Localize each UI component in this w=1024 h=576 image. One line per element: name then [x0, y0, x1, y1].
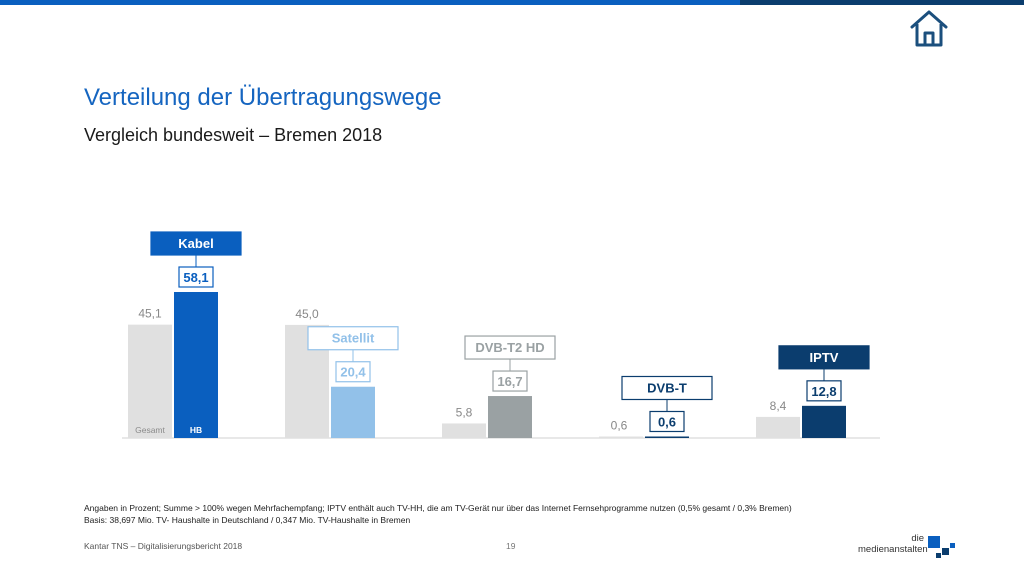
- brand-line-1: die: [911, 533, 924, 544]
- data-label-hb-3: 0,6: [658, 414, 676, 429]
- category-label-3: DVB-T: [647, 380, 687, 395]
- category-label-4: IPTV: [810, 350, 839, 365]
- data-label-gesamt-2: 5,8: [456, 405, 473, 419]
- data-label-hb-2: 16,7: [497, 374, 522, 389]
- medienanstalten-logo: [928, 536, 956, 560]
- top-accent-bar: [0, 0, 740, 5]
- data-label-gesamt-1: 45,0: [295, 307, 319, 321]
- top-accent-bar-dark: [740, 0, 1024, 5]
- page-subtitle: Vergleich bundesweit – Bremen 2018: [84, 125, 383, 145]
- category-box-3: [621, 375, 713, 401]
- footnote-2: Basis: 38,697 Mio. TV- Haushalte in Deut…: [84, 515, 411, 525]
- footnote-1: Angaben in Prozent; Summe > 100% wegen M…: [84, 503, 792, 513]
- bar-hb-3: [645, 436, 689, 438]
- page-title: Verteilung der Übertragungswege: [84, 84, 442, 111]
- brand-text: die medienanstalten: [858, 533, 928, 555]
- bar-gesamt-0: [128, 324, 172, 438]
- category-box-2: [464, 335, 556, 360]
- data-label-gesamt-3: 0,6: [611, 418, 628, 432]
- bar-gesamt-4: [756, 416, 800, 438]
- bar-hb-4: [802, 405, 846, 438]
- bar-hb-1: [331, 386, 375, 438]
- bar-hb-0: [174, 292, 218, 438]
- data-label-gesamt-0: 45,1: [138, 307, 162, 321]
- source-text: Kantar TNS – Digitalisierungsbericht 201…: [84, 541, 243, 551]
- data-label-hb-1: 20,4: [340, 365, 366, 380]
- category-box-4: [778, 345, 870, 370]
- category-label-0: Kabel: [178, 236, 213, 251]
- data-label-hb-4: 12,8: [811, 384, 836, 399]
- home-icon[interactable]: [908, 8, 950, 48]
- data-label-hb-0: 58,1: [183, 270, 208, 285]
- bar-gesamt-3: [599, 436, 643, 438]
- category-label-2: DVB-T2 HD: [475, 340, 544, 355]
- legend-hb: HB: [190, 425, 202, 435]
- data-label-gesamt-4: 8,4: [770, 399, 787, 413]
- bar-hb-2: [488, 396, 532, 438]
- brand-line-2: medienanstalten: [858, 544, 928, 555]
- category-label-1: Satellit: [332, 331, 375, 346]
- category-box-0: [150, 231, 242, 256]
- category-box-1: [307, 326, 399, 351]
- bar-gesamt-2: [442, 423, 486, 438]
- legend-gesamt: Gesamt: [135, 425, 165, 435]
- page-number: 19: [506, 541, 516, 551]
